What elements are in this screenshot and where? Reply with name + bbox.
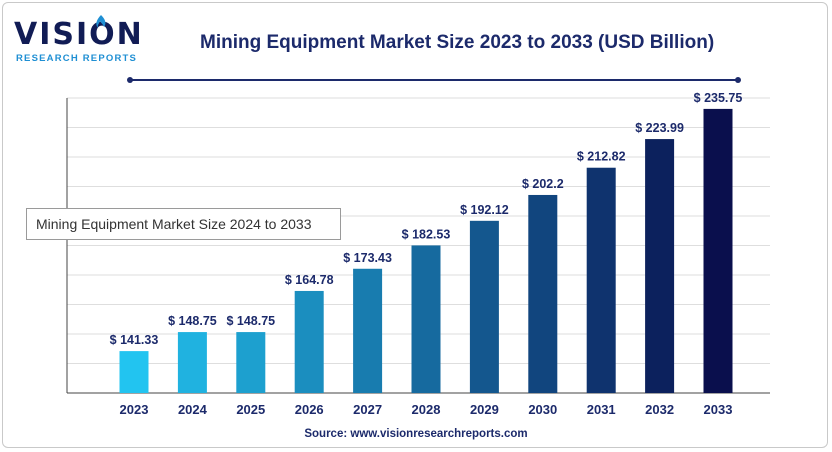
data-label-2025: $ 148.75 [226, 314, 275, 328]
x-tick-label-2030: 2030 [528, 402, 557, 417]
x-tick-label-2033: 2033 [704, 402, 733, 417]
x-tick-label-2029: 2029 [470, 402, 499, 417]
data-label-2031: $ 212.82 [577, 150, 626, 164]
bar-2033 [703, 108, 733, 394]
chart-title: Mining Equipment Market Size 2023 to 203… [200, 32, 715, 53]
data-label-2030: $ 202.2 [522, 177, 564, 191]
logo-wordmark: VISION [14, 17, 144, 52]
data-label-2033: $ 235.75 [694, 91, 743, 105]
brand-logo: VISION RESEARCH REPORTS [14, 15, 144, 64]
bar-2028 [411, 245, 441, 393]
x-tick-label-2026: 2026 [295, 402, 324, 417]
bar-2030 [528, 194, 558, 393]
data-label-2028: $ 182.53 [402, 227, 451, 241]
data-label-2023: $ 141.33 [110, 333, 159, 347]
x-tick-label-2028: 2028 [412, 402, 441, 417]
bar-2026 [294, 290, 324, 393]
bar-2032 [645, 139, 675, 393]
x-tick-label-2023: 2023 [120, 402, 149, 417]
title-divider [130, 79, 738, 81]
chart-tooltip: Mining Equipment Market Size 2024 to 203… [26, 208, 341, 240]
bar-2025 [236, 332, 266, 393]
bar-2027 [353, 268, 383, 393]
data-label-2026: $ 164.78 [285, 273, 334, 287]
x-tick-label-2025: 2025 [236, 402, 265, 417]
data-label-2029: $ 192.12 [460, 203, 509, 217]
x-tick-label-2027: 2027 [353, 402, 382, 417]
logo-subtitle: RESEARCH REPORTS [16, 53, 138, 64]
divider-dot-right [735, 77, 741, 83]
x-tick-label-2031: 2031 [587, 402, 616, 417]
x-tick-label-2024: 2024 [178, 402, 208, 417]
data-label-2024: $ 148.75 [168, 314, 217, 328]
data-label-2032: $ 223.99 [635, 121, 684, 135]
bar-2031 [586, 167, 616, 393]
bar-2029 [469, 220, 499, 393]
bar-2023 [119, 351, 149, 393]
data-label-2027: $ 173.43 [343, 251, 392, 265]
divider-dot-left [127, 77, 133, 83]
logo-flame-icon [96, 15, 106, 28]
x-tick-label-2032: 2032 [645, 402, 674, 417]
bar-2024 [177, 332, 207, 393]
source-note: Source: www.visionresearchreports.com [304, 428, 528, 440]
